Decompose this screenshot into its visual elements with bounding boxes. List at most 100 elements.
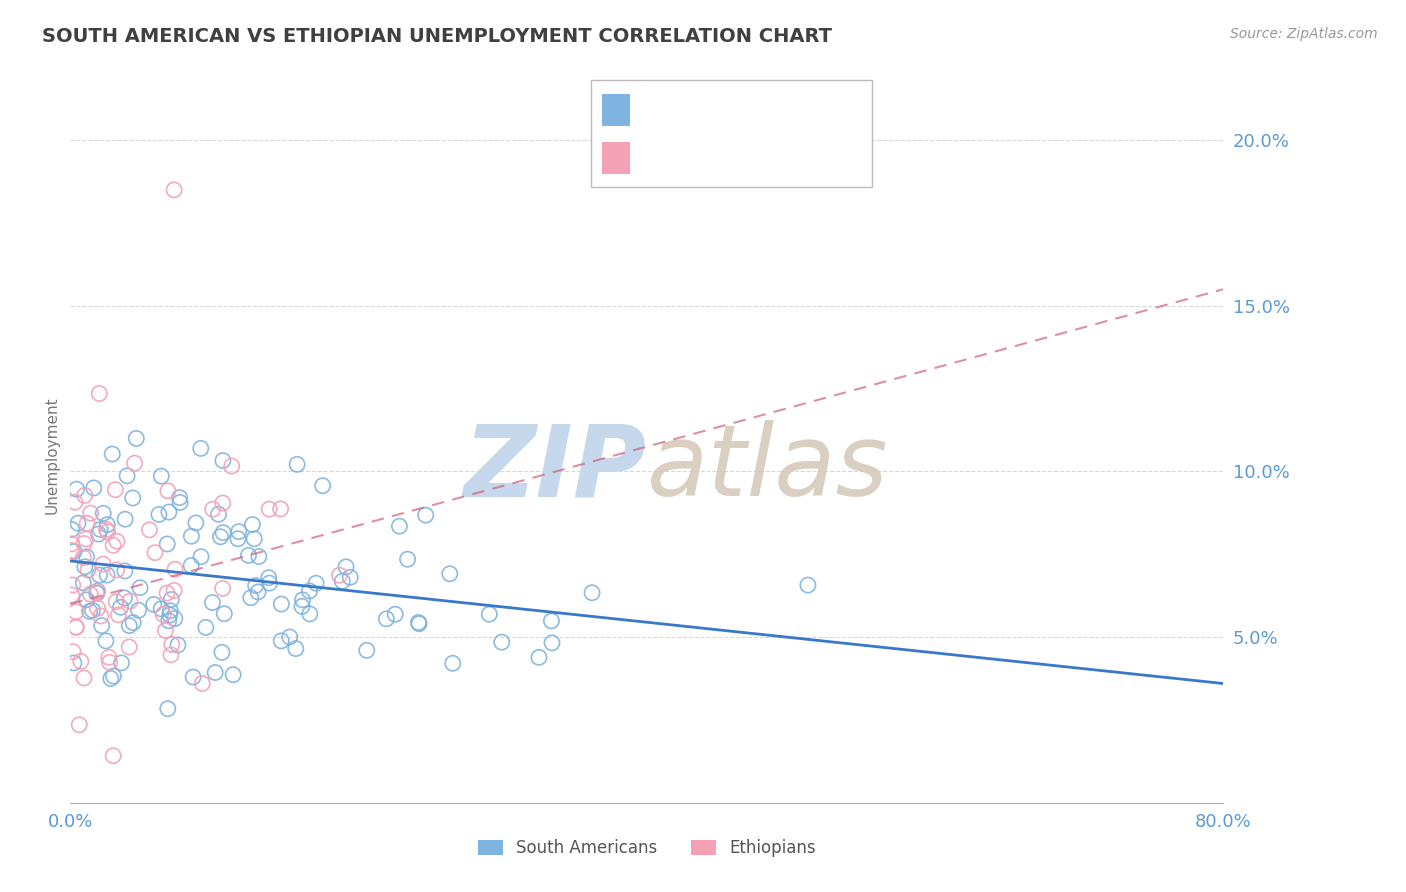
Point (332, 574, 354, 589)
Point (114, 512, 136, 526)
Point (211, 582, 233, 596)
Point (270, 597, 292, 611)
Point (124, 456, 146, 470)
Point (180, 529, 202, 543)
Point (207, 508, 229, 522)
Point (138, 523, 160, 537)
Point (115, 468, 138, 483)
Point (169, 491, 191, 505)
Point (211, 496, 233, 510)
Point (212, 453, 235, 467)
Point (270, 502, 292, 516)
Point (298, 583, 321, 598)
Point (77, 563, 100, 577)
Point (159, 604, 181, 618)
Point (70, 654, 93, 668)
Point (63, 495, 86, 509)
FancyBboxPatch shape (591, 80, 872, 187)
Point (247, 585, 270, 599)
Point (94, 634, 117, 648)
Point (60, 537, 83, 551)
Point (285, 458, 308, 472)
Point (73, 488, 96, 502)
Point (163, 611, 186, 625)
Point (118, 618, 141, 632)
Point (110, 600, 132, 615)
Point (121, 491, 143, 505)
Point (96, 517, 118, 532)
Point (73, 536, 96, 550)
Point (86, 586, 108, 600)
Point (79, 587, 101, 601)
Text: 58: 58 (821, 151, 842, 166)
Point (278, 630, 301, 644)
Point (190, 442, 212, 456)
Point (62, 645, 84, 659)
Text: SOUTH AMERICAN VS ETHIOPIAN UNEMPLOYMENT CORRELATION CHART: SOUTH AMERICAN VS ETHIOPIAN UNEMPLOYMENT… (42, 27, 832, 45)
Point (156, 483, 179, 498)
Point (181, 670, 204, 684)
Point (125, 431, 148, 445)
Point (103, 748, 125, 763)
Point (163, 583, 186, 598)
Point (105, 534, 128, 549)
Point (101, 538, 124, 552)
Text: Source: ZipAtlas.com: Source: ZipAtlas.com (1230, 27, 1378, 41)
Point (76, 516, 98, 531)
Bar (602, 143, 630, 175)
Point (257, 502, 280, 516)
Point (89, 386, 111, 401)
Point (291, 592, 314, 607)
Point (101, 447, 124, 461)
Point (156, 701, 179, 715)
Point (65, 620, 87, 634)
Point (104, 483, 127, 497)
Point (86, 601, 108, 615)
Point (150, 602, 173, 616)
Point (245, 578, 267, 592)
Point (190, 549, 212, 564)
Point (239, 591, 262, 605)
Text: -0.302: -0.302 (692, 103, 747, 118)
Point (201, 596, 224, 610)
Point (60, 523, 83, 537)
Point (118, 640, 141, 654)
Point (110, 656, 132, 670)
Point (72, 575, 94, 590)
Point (204, 665, 226, 680)
Text: 110: 110 (821, 103, 852, 118)
Point (291, 599, 314, 614)
Point (112, 591, 135, 605)
Point (98, 656, 121, 670)
Point (222, 667, 245, 681)
Point (66, 516, 89, 531)
Point (396, 552, 419, 566)
Text: N =: N = (770, 103, 804, 118)
Point (148, 508, 170, 522)
Point (76, 592, 98, 607)
Bar (602, 95, 630, 127)
Y-axis label: Unemployment: Unemployment (44, 396, 59, 514)
Point (91, 557, 114, 571)
Text: N =: N = (770, 151, 804, 166)
Point (228, 524, 250, 539)
Point (86, 584, 108, 599)
Point (163, 562, 186, 576)
Point (60, 588, 83, 602)
Point (62, 578, 84, 592)
Point (156, 537, 179, 551)
Point (211, 645, 233, 659)
Point (191, 676, 214, 690)
Point (408, 616, 430, 631)
Text: 0.202: 0.202 (692, 151, 740, 166)
Point (339, 570, 361, 584)
Point (142, 598, 165, 612)
Point (143, 546, 166, 560)
Point (298, 607, 321, 621)
Text: ZIP: ZIP (464, 420, 647, 517)
Point (160, 648, 183, 662)
Point (212, 525, 235, 540)
Point (97, 524, 120, 539)
Point (76, 549, 98, 564)
Point (797, 578, 820, 592)
